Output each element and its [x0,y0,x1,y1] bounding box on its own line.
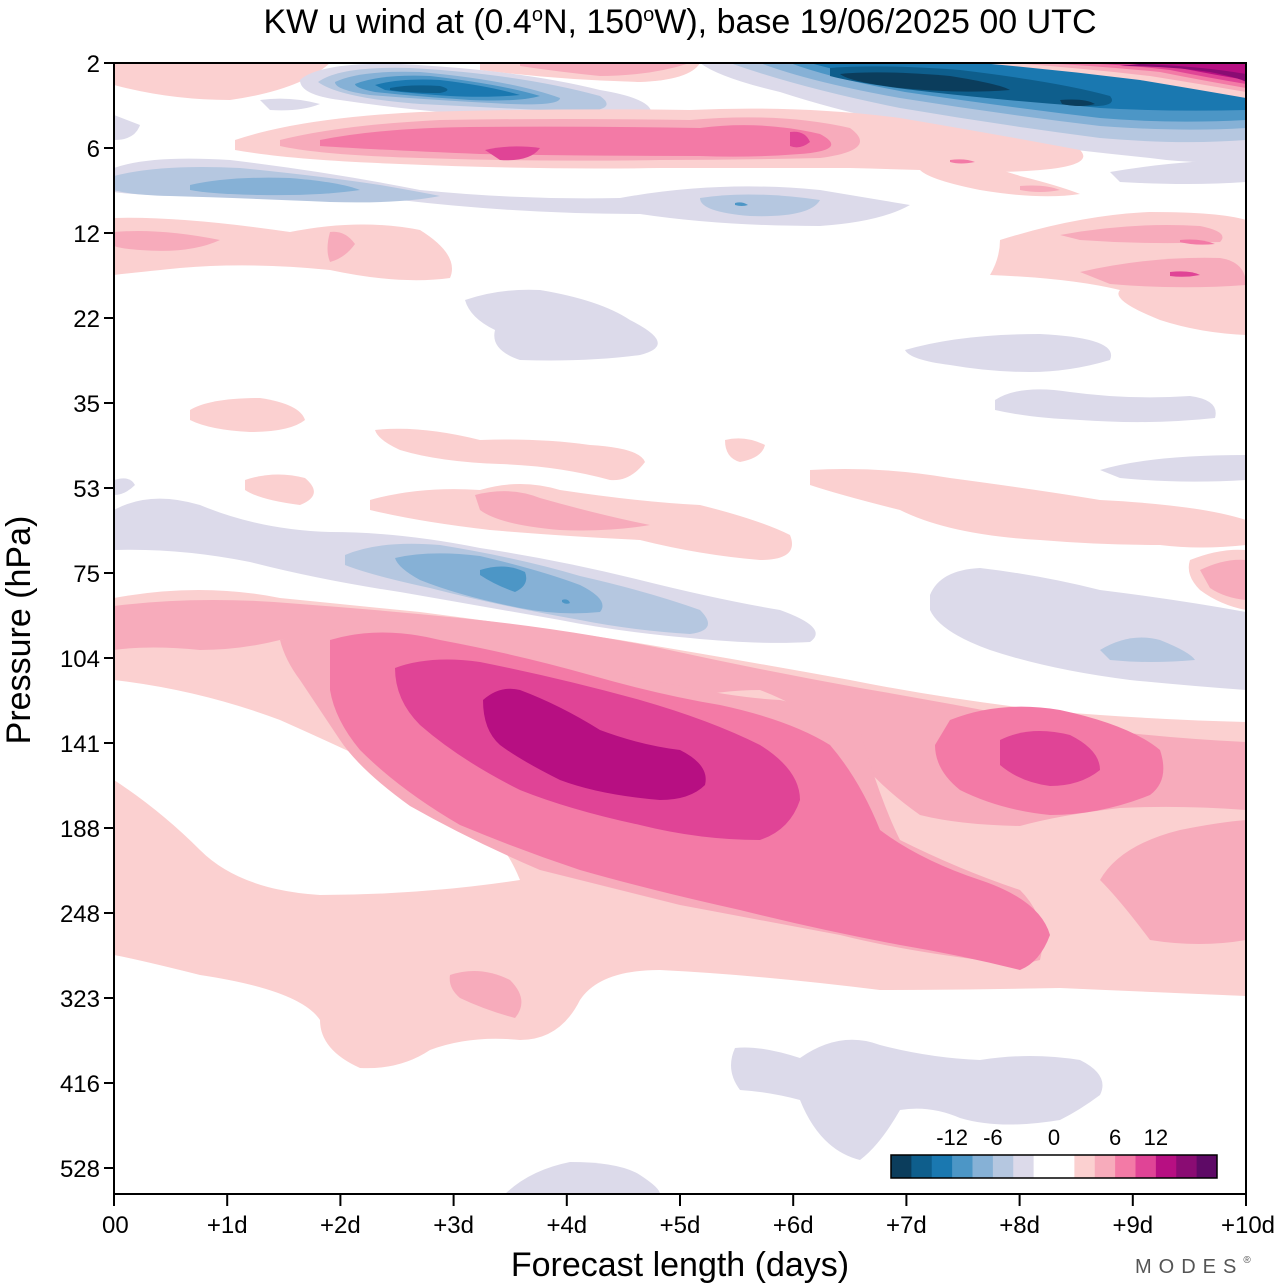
colorbar-label: -6 [983,1125,1003,1150]
region-neg-53hpa-left [114,478,135,495]
x-tick-label: 00 [102,1212,129,1239]
region-pos-35hpa [190,398,305,432]
colorbar-swatch [1074,1155,1096,1178]
colorbar-label: 0 [1048,1125,1060,1150]
region-neg-528hpa [505,1162,660,1194]
colorbar-swatch [1176,1155,1198,1178]
colorbar-swatch [1115,1155,1136,1178]
y-tick-label: 416 [60,1071,100,1098]
x-tick-label: +10d [1221,1212,1275,1239]
x-tick-label: +8d [999,1212,1040,1239]
modes-logo: MODES® [1135,1255,1258,1278]
x-tick-label: +6d [773,1212,814,1239]
region-neg-22hpa [465,289,658,361]
colorbar-label: -12 [936,1125,968,1150]
x-axis-label: Forecast length (days) [511,1246,849,1284]
region-jet-core-pos12 [483,688,706,800]
colorbar-frame [890,1154,1218,1179]
y-tick-label: 188 [60,816,100,843]
colorbar-swatch [891,1155,912,1178]
y-tick-label: 248 [60,901,100,928]
colorbar-swatch [992,1155,1014,1178]
colorbar-label: 6 [1109,1125,1121,1150]
region-neg-416hpa [731,1039,1103,1160]
colorbar-swatch [911,1155,933,1178]
y-tick-label: 53 [73,476,100,503]
colorbar-swatch [1013,1155,1035,1178]
colorbar-swatch [1094,1155,1116,1178]
region-top-left-pos [114,63,330,100]
region-neg-8hpa [114,158,910,226]
x-tick-label: +7d [886,1212,927,1239]
y-axis-label: Pressure (hPa) [0,516,38,745]
y-tick-label: 22 [73,306,100,333]
colorbar-swatch [952,1155,973,1178]
colorbar-swatch [972,1155,994,1178]
colorbar-swatch [1196,1155,1218,1178]
y-tick-label: 12 [73,221,100,248]
y-tick-label: 6 [87,136,100,163]
y-tick-label: 35 [73,391,100,418]
x-axis: 00 +1d +2d +3d +4d +5d +6d +7d +8d +9d +10d [102,1194,1275,1239]
y-tick-label: 141 [60,731,100,758]
x-tick-label: +4d [546,1212,587,1239]
colorbar-swatch [931,1155,953,1178]
x-tick-label: +9d [1112,1212,1153,1239]
chart-title: KW u wind at (0.4oN, 150oW), base 19/06/… [263,3,1096,41]
contour-field [114,63,1246,1194]
colorbar-label: 12 [1144,1125,1168,1150]
colorbar-swatch [1054,1155,1075,1178]
x-tick-label: +3d [433,1212,474,1239]
colorbar-swatch [1155,1155,1177,1178]
y-axis: 2 6 12 22 35 53 75 104 141 188 248 323 416 528 [60,51,114,1183]
y-tick-label: 528 [60,1156,100,1183]
y-tick-label: 104 [60,646,100,673]
x-tick-label: +1d [207,1212,248,1239]
colorbar: -12 -6 0 6 12 [890,1125,1218,1179]
x-tick-label: +5d [660,1212,701,1239]
colorbar-swatch [1135,1155,1157,1178]
x-tick-label: +2d [320,1212,361,1239]
colorbar-swatch [1033,1155,1055,1178]
y-tick-label: 323 [60,986,100,1013]
y-tick-label: 75 [73,561,100,588]
region-pos-12hpa [114,217,452,281]
y-tick-label: 2 [87,51,100,78]
